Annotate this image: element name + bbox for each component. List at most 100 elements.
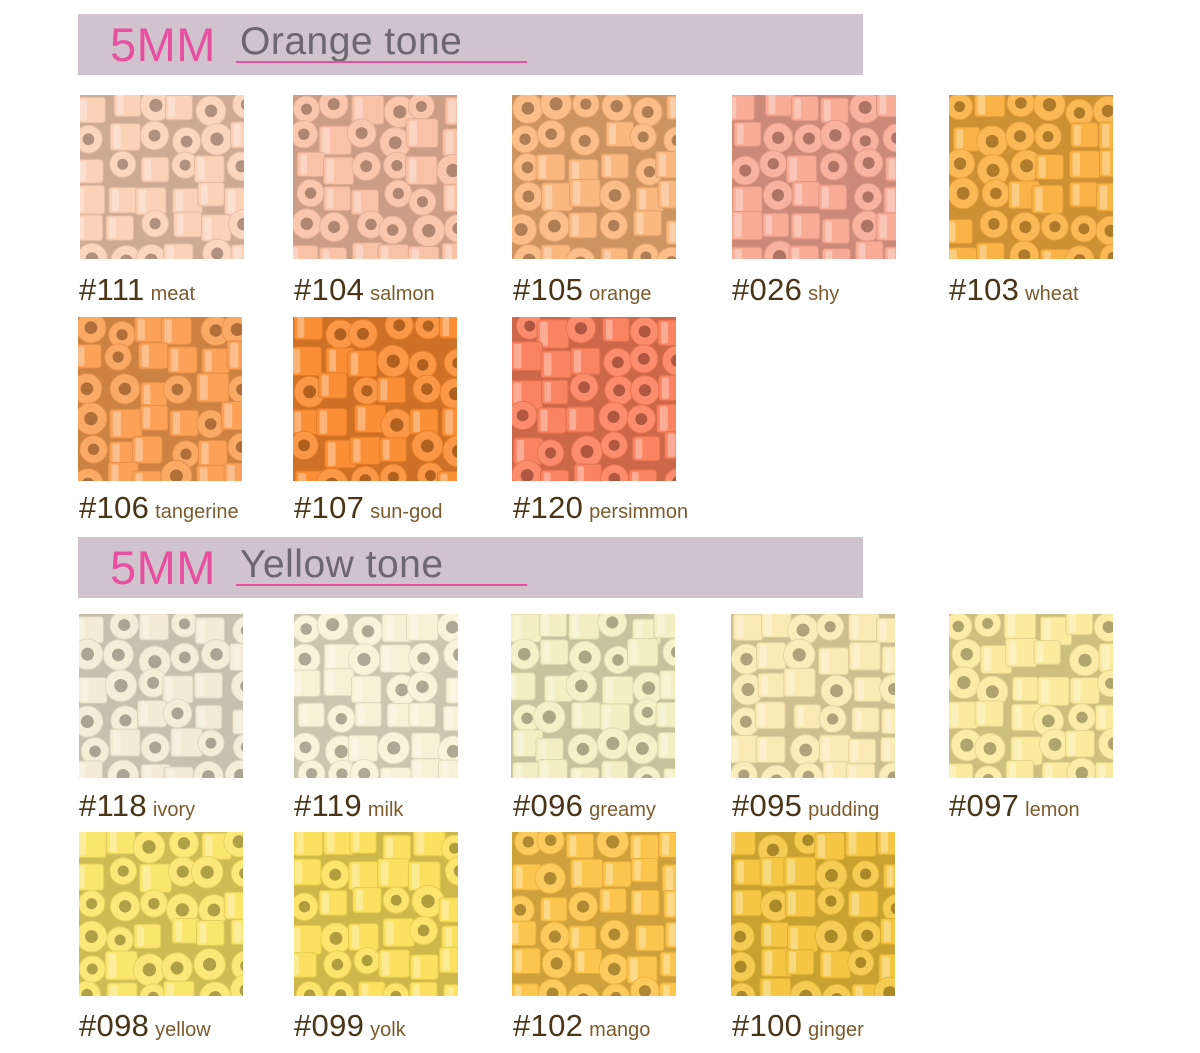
bead-hole <box>1042 131 1054 143</box>
bead-highlight <box>205 835 213 858</box>
bead-highlight <box>634 892 642 914</box>
bead-highlight <box>352 438 361 463</box>
bead-hole <box>522 253 536 259</box>
bead-highlight <box>825 220 833 242</box>
bead-end <box>227 432 242 462</box>
bead-hole <box>547 219 561 233</box>
bead-highlight <box>666 892 675 916</box>
bead-highlight <box>166 245 174 259</box>
bead-hole <box>417 924 430 937</box>
bead-texture <box>293 317 457 481</box>
bead-highlight <box>1014 738 1022 763</box>
bead-hole <box>638 985 651 996</box>
bead-highlight <box>734 248 743 259</box>
bead-hole <box>80 715 94 729</box>
bead-highlight <box>411 704 419 725</box>
bead-highlight <box>140 702 148 725</box>
bead-hole <box>521 101 535 115</box>
bead-highlight <box>821 186 829 208</box>
bead-highlight <box>1015 679 1023 699</box>
bead-hole <box>862 191 874 203</box>
swatch-persimmon <box>512 317 676 481</box>
bead-hole <box>611 356 624 369</box>
bead-hole <box>1101 104 1113 118</box>
bead-hole <box>355 127 368 140</box>
bead-end <box>633 765 661 778</box>
bead-texture <box>511 614 675 778</box>
swatch-tangerine <box>78 317 242 481</box>
bead-end <box>110 245 142 259</box>
color-name: greamy <box>589 799 656 821</box>
bead-highlight <box>80 161 87 182</box>
bead-highlight <box>79 763 86 778</box>
bead-highlight <box>768 95 776 114</box>
bead-highlight <box>956 129 964 150</box>
bead-highlight <box>573 861 582 886</box>
bead-highlight <box>825 250 833 259</box>
bead-highlight <box>572 181 581 205</box>
swatch-orange <box>512 95 676 259</box>
bead-end <box>443 213 457 243</box>
color-code: #105 <box>513 272 584 307</box>
bead-hole <box>545 447 557 459</box>
color-name: sun-god <box>370 501 443 523</box>
swatch-wheat <box>949 95 1113 259</box>
bead-highlight <box>883 739 891 760</box>
bead-hole <box>237 218 244 231</box>
bead-hole <box>239 984 243 996</box>
bead-highlight <box>789 951 796 973</box>
bead-highlight <box>786 858 795 884</box>
bead-hole <box>82 477 94 481</box>
bead-hole <box>792 648 806 662</box>
bead-highlight <box>659 704 666 726</box>
bead-hole <box>641 681 656 695</box>
bead-highlight <box>949 249 957 259</box>
bead-highlight <box>327 442 336 466</box>
bead-hole <box>234 769 243 778</box>
bead-hole <box>1073 107 1086 119</box>
bead-end <box>295 981 324 996</box>
bead-hole <box>575 679 588 693</box>
bead-highlight <box>79 865 85 889</box>
bead-hole <box>769 899 783 913</box>
bead-hole <box>734 930 747 943</box>
bead-highlight <box>413 956 421 978</box>
section-title-underline <box>236 584 527 586</box>
bead-highlight <box>577 466 584 481</box>
caption-greamy: #096 greamy <box>513 788 656 824</box>
bead-highlight <box>294 954 299 976</box>
bead-highlight <box>232 645 241 669</box>
bead-hole <box>387 741 401 755</box>
bead-hole <box>802 834 814 846</box>
bead-hole <box>859 868 872 880</box>
bead-highlight <box>383 769 392 778</box>
bead-end <box>1098 727 1113 760</box>
bead-end <box>663 126 676 154</box>
color-name: ivory <box>152 799 196 821</box>
bead-hole <box>1020 159 1034 173</box>
bead-highlight <box>355 244 364 259</box>
bead-hole <box>298 439 310 452</box>
color-code: #099 <box>294 1008 365 1043</box>
bead-hole <box>575 256 586 259</box>
bead-highlight <box>445 409 453 435</box>
bead-end <box>760 764 793 778</box>
bead-highlight <box>852 644 861 669</box>
bead-hole <box>171 707 184 720</box>
bead-highlight <box>138 189 147 213</box>
bead-hole <box>178 618 191 630</box>
bead-hole <box>862 157 875 170</box>
bead-highlight <box>78 346 85 366</box>
color-code: #104 <box>294 272 365 307</box>
bead-highlight <box>547 677 555 700</box>
bead-highlight <box>446 186 455 210</box>
bead-highlight <box>112 443 120 467</box>
bead-end <box>139 983 168 996</box>
bead-end <box>565 247 596 259</box>
bead-highlight <box>165 677 174 701</box>
bead-hole <box>635 741 649 755</box>
swatch-salmon <box>293 95 457 259</box>
bead-hole <box>1078 653 1092 667</box>
bead-highlight <box>137 318 145 341</box>
bead-highlight <box>661 377 669 399</box>
